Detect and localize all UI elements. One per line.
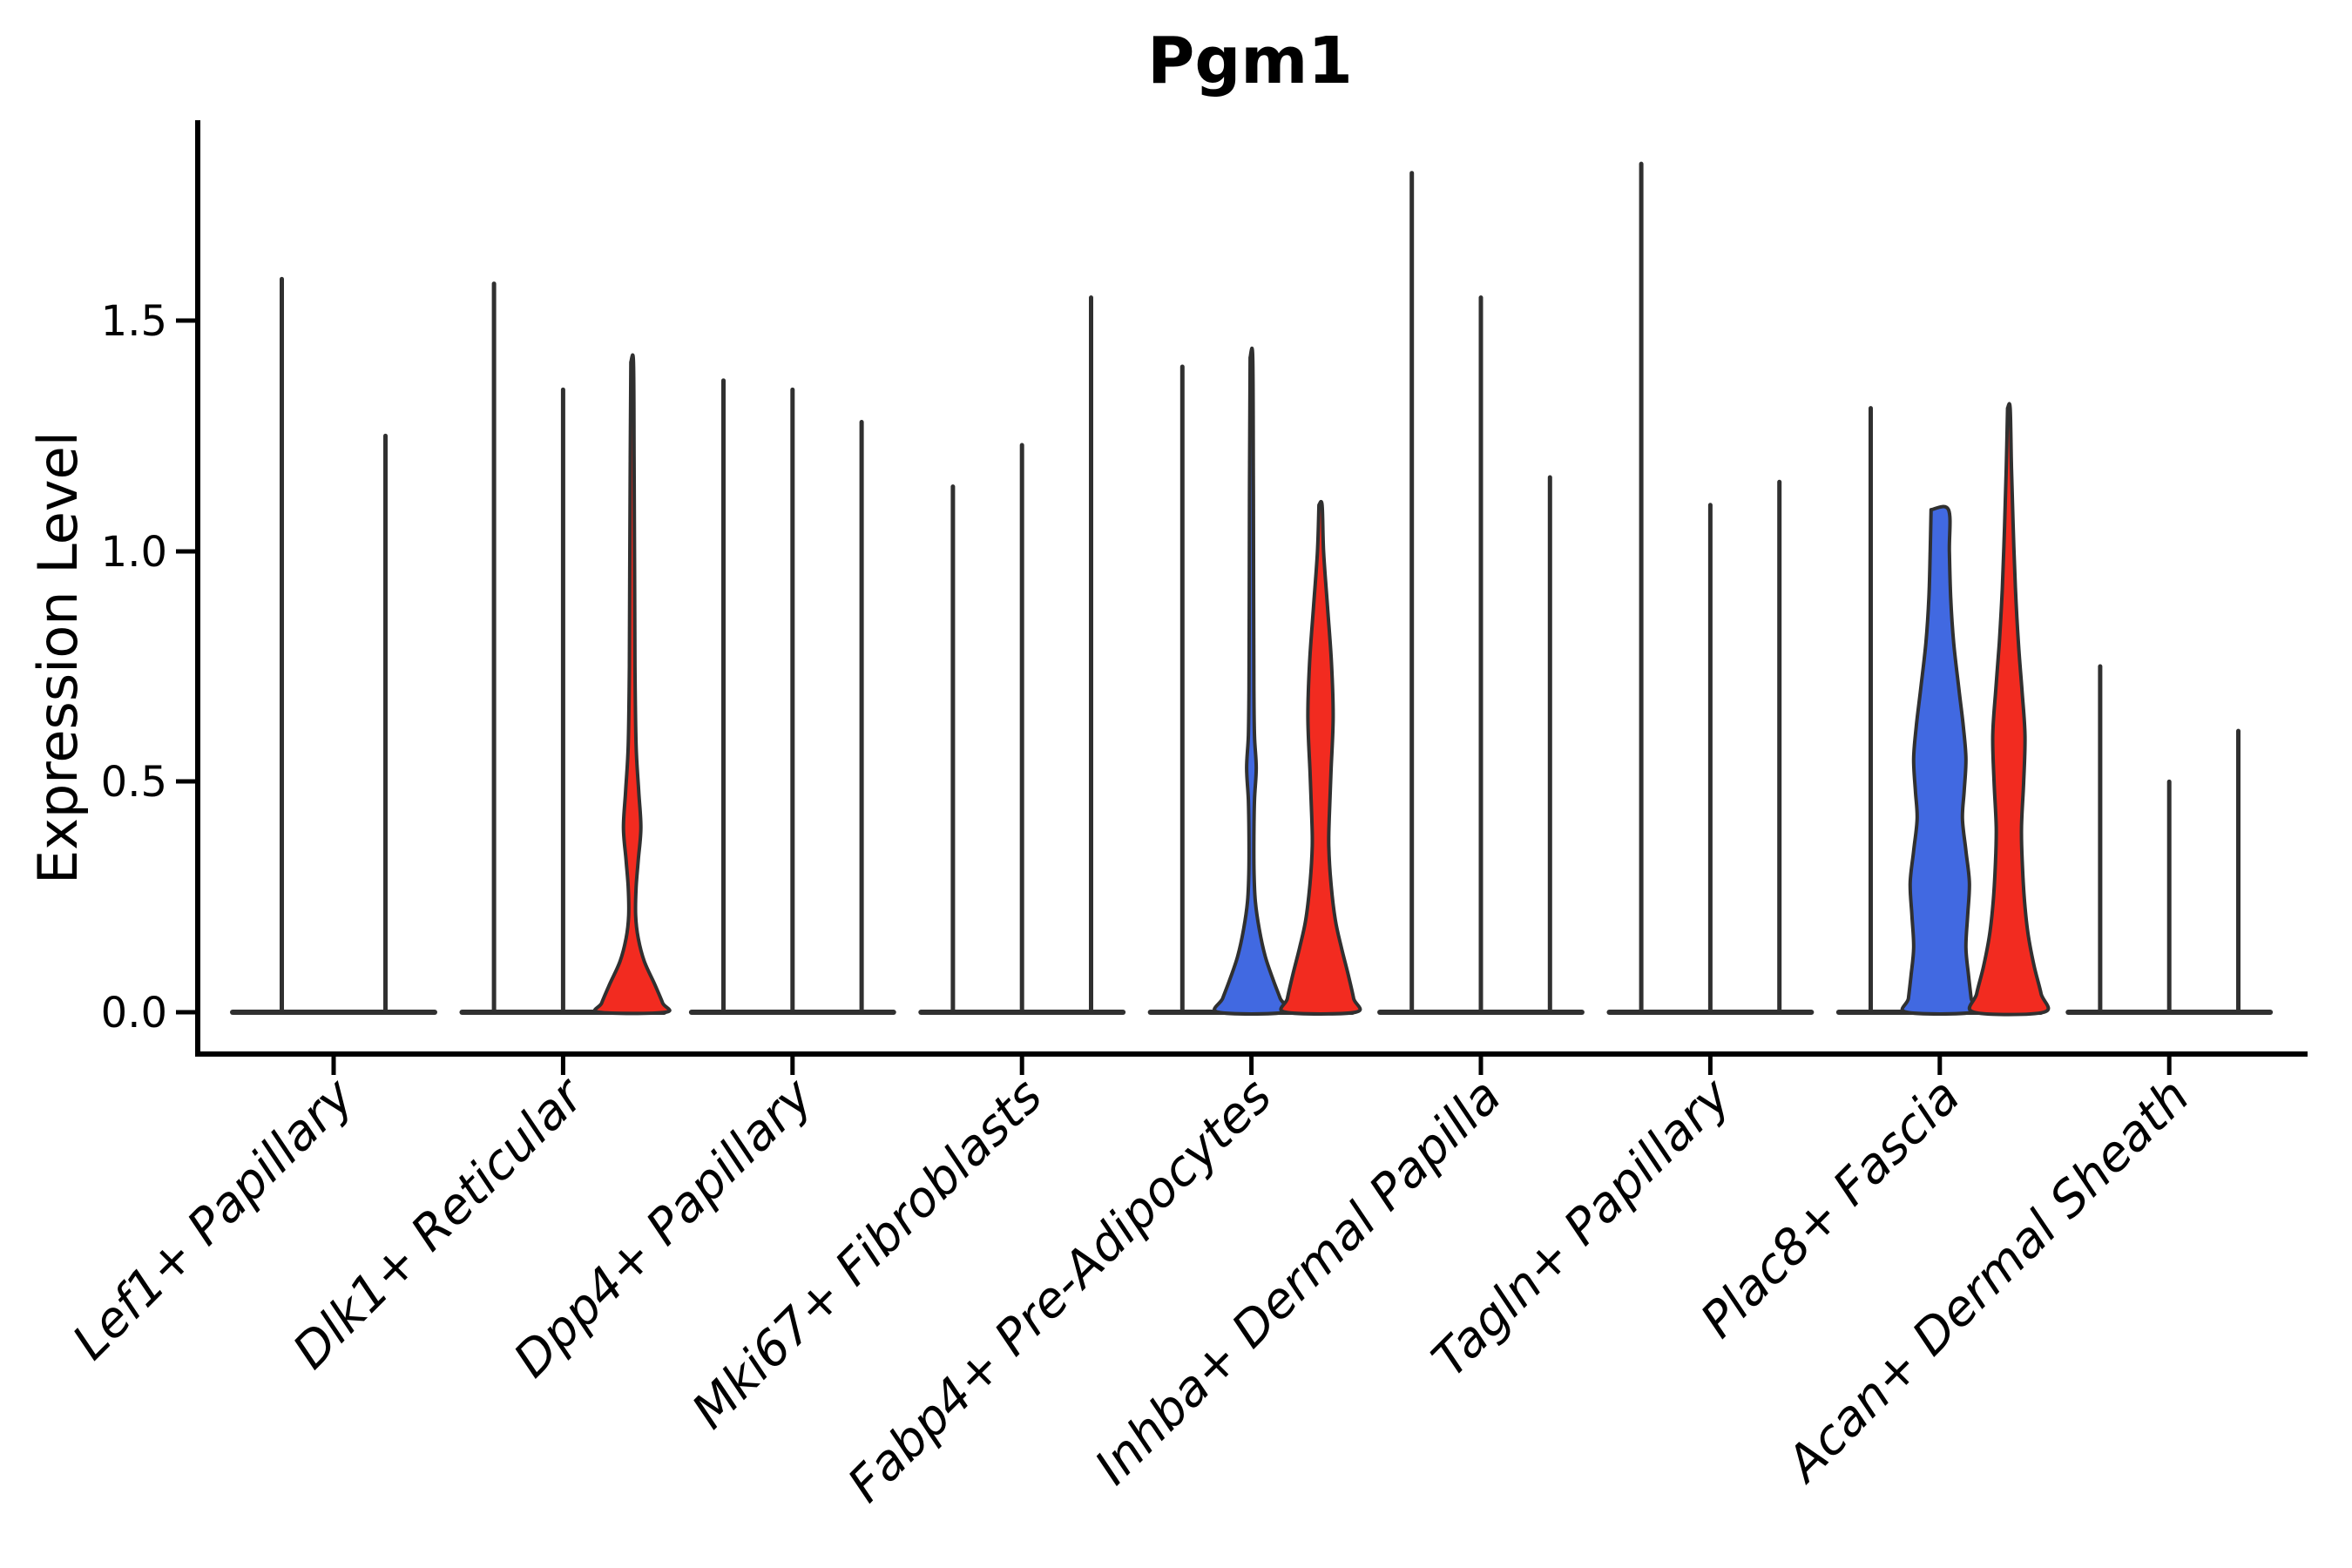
y-tick-label-1.5: 1.5 (101, 297, 167, 346)
violin-blue (1900, 504, 1979, 1016)
y-tick-label-0.5: 0.5 (101, 758, 167, 807)
x-tick-label-4: Fabp4+ Pre-Adipocytes (837, 1068, 1282, 1513)
y-axis-ticks (176, 318, 198, 1015)
violin-blue (1213, 346, 1291, 1016)
violin-red (592, 353, 672, 1016)
violin-red (1279, 499, 1362, 1016)
y-tick-label-1.0: 1.0 (101, 528, 167, 577)
chart-title: Pgm1 (1147, 24, 1353, 98)
y-tick-label-0.0: 0.0 (101, 989, 167, 1037)
x-tick-label-5: Inhba+ Dermal Papilla (1085, 1068, 1512, 1496)
violins-layer (230, 161, 2274, 1017)
violin-red (1967, 402, 2051, 1017)
x-tick-label-8: Acan+ Dermal Sheath (1774, 1068, 2200, 1494)
y-axis-label: Expression Level (26, 431, 90, 884)
x-axis-ticks (331, 1054, 2172, 1075)
